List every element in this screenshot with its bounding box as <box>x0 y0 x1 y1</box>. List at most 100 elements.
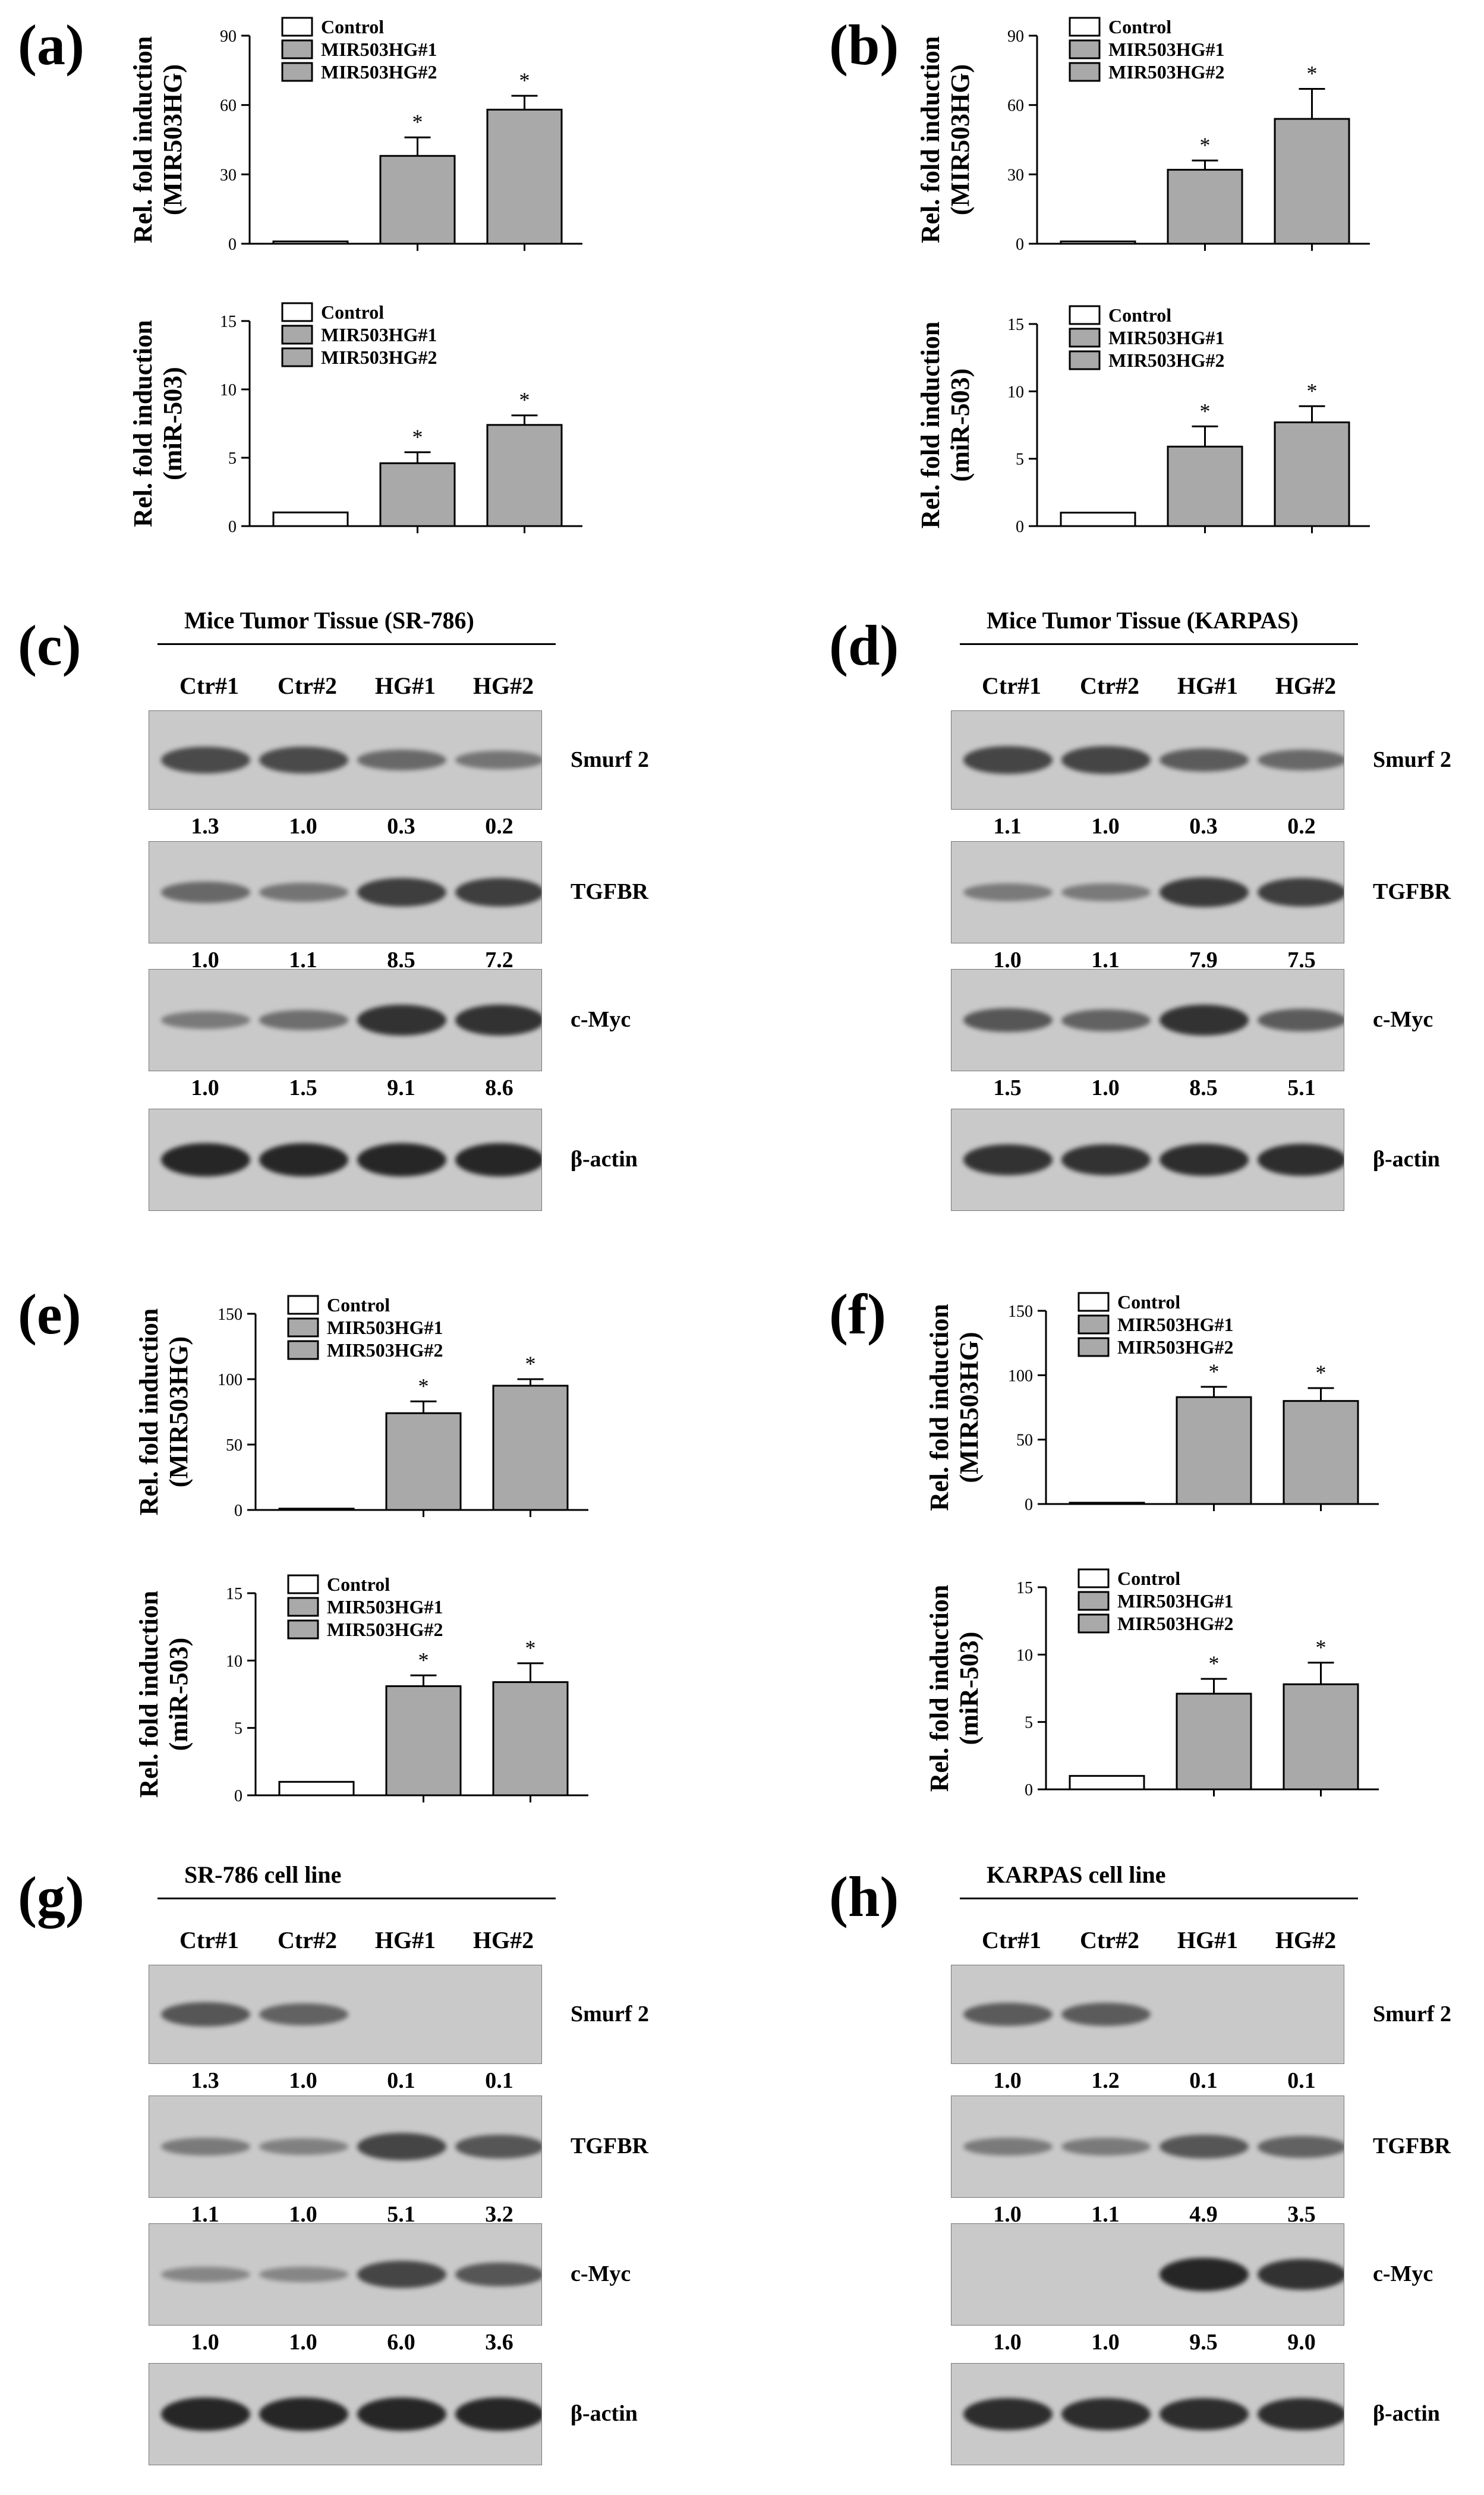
blot-band <box>963 1144 1053 1176</box>
blot-band <box>259 883 348 902</box>
band-quantification: 1.0 <box>289 2068 317 2093</box>
blot-title-underline <box>960 643 1358 645</box>
blot-strip <box>149 1965 542 2064</box>
legend-swatch <box>1069 350 1101 370</box>
legend-label: MIR503HG#2 <box>327 1619 443 1640</box>
blot-band <box>1160 2134 1249 2159</box>
blot-band <box>1160 877 1249 908</box>
blot-band <box>963 883 1053 901</box>
protein-label: c-Myc <box>571 2261 631 2286</box>
bar-mir503hg-1 <box>379 155 456 245</box>
band-quantification: 0.1 <box>485 2068 513 2093</box>
legend-swatch <box>287 1340 319 1360</box>
blot-strip <box>149 2096 542 2198</box>
significance-star: * <box>519 388 530 412</box>
blot-band <box>259 2267 348 2282</box>
significance-star: * <box>525 1636 536 1660</box>
legend-swatch <box>281 325 313 345</box>
protein-label: β-actin <box>571 1147 638 1172</box>
band-quantification: 1.1 <box>993 814 1022 839</box>
blot-band <box>1061 1144 1151 1176</box>
significance-star: * <box>1307 61 1318 85</box>
blot-panel-h: KARPAS cell line Ctr#1 Ctr#2 HG#1 HG#2 Smurf … <box>945 1861 1468 2491</box>
band-quantification: 7.2 <box>485 948 513 973</box>
legend-swatch <box>1077 1292 1110 1312</box>
legend-label: Control <box>1108 304 1171 326</box>
bar-mir503hg-2 <box>1274 118 1350 245</box>
legend-label: Control <box>1108 16 1171 37</box>
legend-label: MIR503HG#1 <box>327 1596 443 1618</box>
y-axis-label: Rel. fold induction <box>916 36 945 243</box>
blot-band <box>1160 2258 1249 2291</box>
legend-swatch <box>1077 1568 1110 1588</box>
legend-label: Control <box>327 1574 390 1595</box>
y-tick-label: 100 <box>1008 1367 1033 1385</box>
blot-band <box>963 2138 1053 2156</box>
blot-band <box>1160 1143 1249 1176</box>
y-tick-label: 50 <box>1016 1431 1033 1450</box>
band-quantification: 1.5 <box>289 1075 317 1100</box>
panel-letter-c: (c) <box>18 613 81 677</box>
bar-mir503hg-1 <box>385 1685 462 1796</box>
protein-label: TGFBR <box>1373 2134 1451 2159</box>
y-axis-label: Rel. fold induction <box>925 1585 954 1792</box>
protein-label: c-Myc <box>1373 1007 1433 1032</box>
bar-control <box>1060 240 1136 245</box>
legend-label: MIR503HG#2 <box>1108 61 1225 83</box>
blot-band <box>161 2398 250 2431</box>
legend-swatch <box>287 1619 319 1640</box>
y-tick-label: 0 <box>1016 518 1024 536</box>
blot-band <box>259 1143 348 1176</box>
band-quantification: 1.1 <box>1091 2202 1120 2227</box>
y-axis-label: (miR-503) <box>946 369 975 482</box>
y-tick-label: 10 <box>226 1652 242 1670</box>
y-tick-label: 10 <box>220 381 237 399</box>
legend-swatch <box>281 62 313 82</box>
band-quantification: 1.3 <box>191 814 219 839</box>
blot-strip <box>951 1109 1344 1211</box>
lane-label: HG#1 <box>374 1927 436 1953</box>
blot-strip <box>951 841 1344 943</box>
blot-band <box>357 749 446 771</box>
band-quantification: 0.1 <box>387 2068 415 2093</box>
blot-band <box>259 2138 348 2155</box>
legend-swatch <box>1077 1591 1110 1611</box>
band-quantification: 1.0 <box>1091 2330 1120 2355</box>
band-quantification: 1.0 <box>289 2202 317 2227</box>
blot-band <box>455 750 541 770</box>
blot-band <box>455 877 541 907</box>
blot-band <box>1061 1009 1151 1031</box>
legend-label: MIR503HG#2 <box>321 61 437 83</box>
lane-label: Ctr#2 <box>278 1927 337 1953</box>
y-tick-label: 5 <box>1025 1714 1033 1732</box>
lane-label: HG#1 <box>374 672 436 699</box>
significance-star: * <box>412 425 423 449</box>
blot-band <box>1258 2258 1344 2291</box>
band-quantification: 0.2 <box>485 814 513 839</box>
protein-label: c-Myc <box>1373 2261 1433 2286</box>
legend-label: Control <box>321 16 384 37</box>
legend-swatch <box>1069 39 1101 59</box>
blot-band <box>1061 883 1151 901</box>
band-quantification: 1.1 <box>191 2202 219 2227</box>
lane-label: Ctr#1 <box>179 1927 239 1953</box>
bar-mir503hg-1 <box>1167 169 1243 245</box>
blot-band <box>1258 877 1344 907</box>
protein-label: β-actin <box>1373 1147 1440 1172</box>
blot-band <box>357 877 446 907</box>
lane-label: HG#2 <box>1275 672 1337 699</box>
y-axis-label: (MIR503HG) <box>954 1332 984 1483</box>
significance-star: * <box>1209 1360 1220 1383</box>
blot-strip <box>149 710 542 810</box>
bar-control <box>278 1508 355 1511</box>
protein-label: β-actin <box>1373 2401 1440 2426</box>
y-tick-label: 5 <box>234 1720 242 1738</box>
y-tick-label: 100 <box>218 1371 242 1389</box>
band-quantification: 1.0 <box>993 2068 1022 2093</box>
blot-band <box>161 2138 250 2156</box>
bar-mir503hg-2 <box>486 108 563 245</box>
significance-star: * <box>1316 1361 1327 1385</box>
significance-star: * <box>1200 133 1211 157</box>
y-tick-label: 0 <box>1025 1781 1033 1799</box>
y-tick-label: 0 <box>234 1787 242 1805</box>
